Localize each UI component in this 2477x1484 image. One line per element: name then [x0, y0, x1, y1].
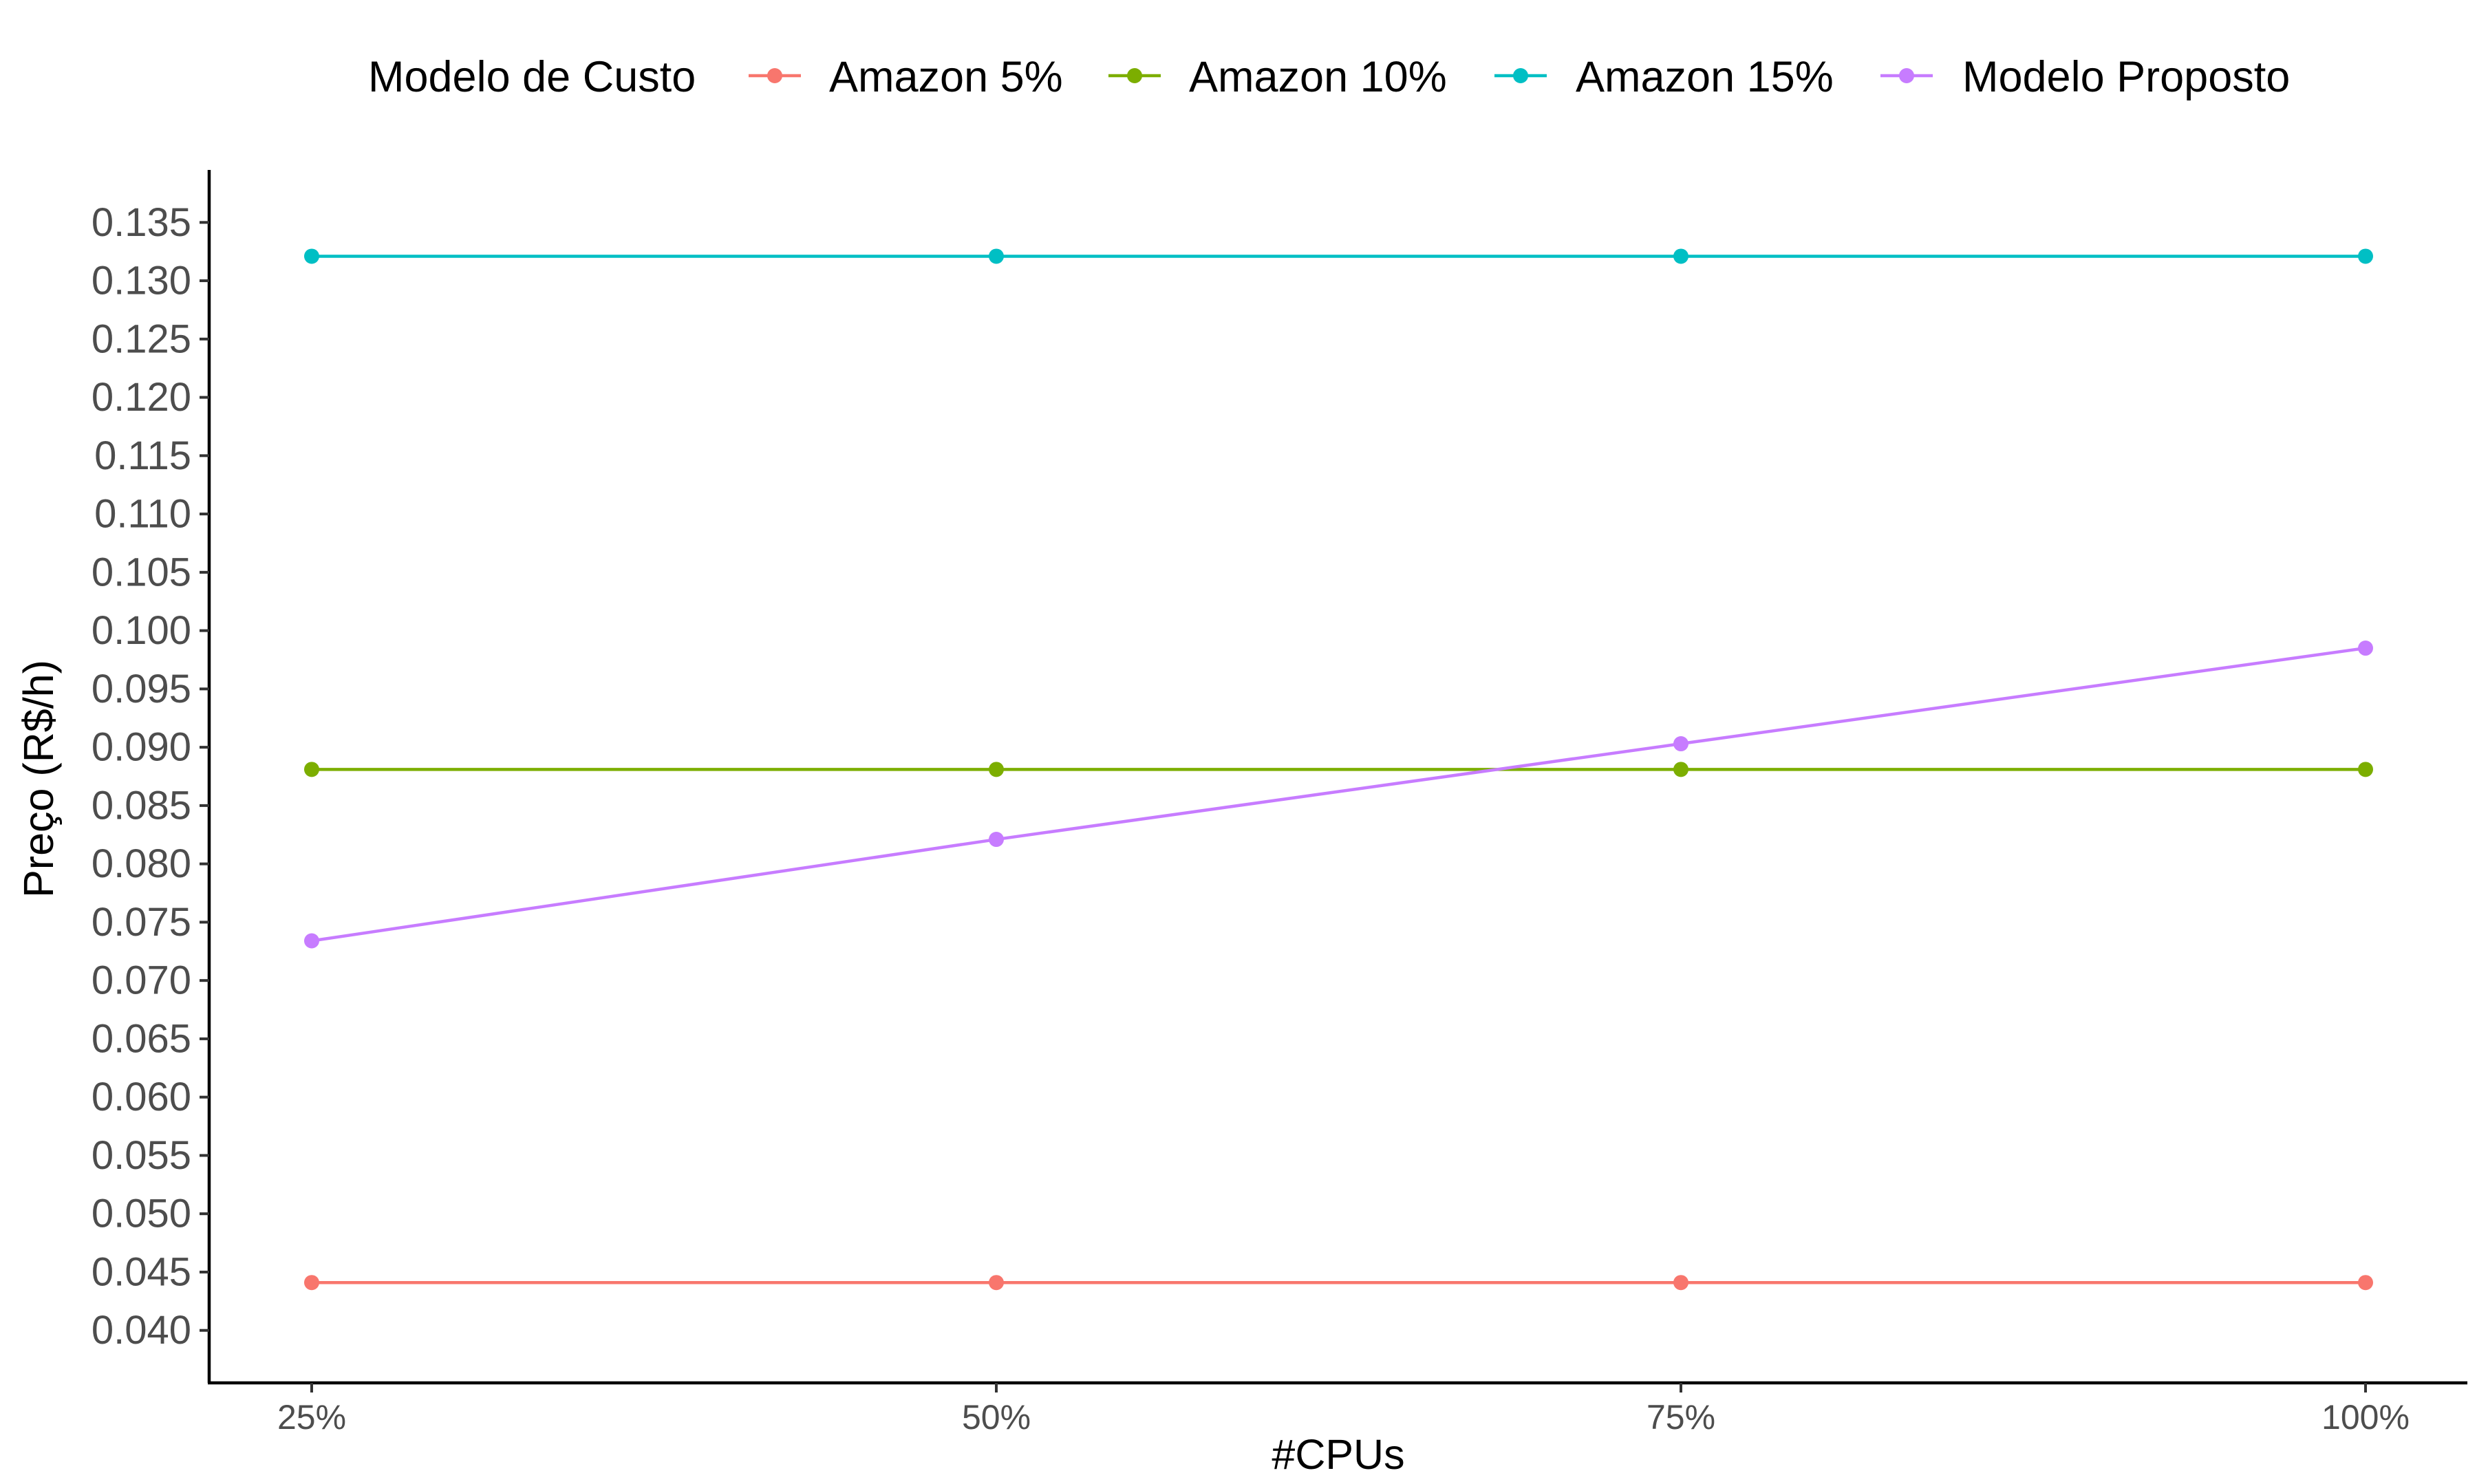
y-tick-label: 0.090	[92, 725, 191, 770]
y-tick-label: 0.075	[92, 900, 191, 945]
data-point	[2358, 1275, 2373, 1291]
y-tick-label: 0.060	[92, 1075, 191, 1119]
legend-title: Modelo de Custo	[368, 53, 696, 101]
legend-key-point	[1513, 68, 1528, 83]
series-points	[304, 248, 2373, 1291]
y-axis-title: Preço (R$/h)	[15, 660, 62, 898]
data-point	[989, 248, 1004, 264]
y-tick-label: 0.120	[92, 375, 191, 420]
legend-label: Amazon 15%	[1576, 53, 1834, 101]
x-tick-label: 100%	[2321, 1398, 2410, 1437]
y-tick-label: 0.115	[94, 433, 191, 478]
x-ticks: 25% 50% 75% 100%	[277, 1383, 2410, 1437]
y-tick-label: 0.125	[92, 316, 191, 361]
legend-key-point	[767, 68, 782, 83]
x-tick-label: 75%	[1647, 1398, 1715, 1437]
y-tick-label: 0.095	[92, 667, 191, 711]
plot-area: 0.040 0.045 0.050 0.055 0.060 0.065 0.070 0.075…	[92, 170, 2467, 1437]
data-point	[989, 1275, 1004, 1291]
data-point	[304, 1275, 319, 1291]
legend-label: Modelo Proposto	[1962, 53, 2290, 101]
y-tick-label: 0.100	[92, 608, 191, 653]
series-lines	[311, 255, 2366, 1284]
legend-label: Amazon 10%	[1189, 53, 1447, 101]
y-tick-label: 0.105	[92, 550, 191, 594]
data-point	[2358, 248, 2373, 264]
x-tick-label: 25%	[277, 1398, 346, 1437]
y-tick-label: 0.045	[92, 1249, 191, 1294]
data-point	[989, 762, 1004, 777]
data-point	[1673, 1275, 1688, 1291]
y-tick-label: 0.070	[92, 958, 191, 1003]
y-tick-label: 0.065	[92, 1016, 191, 1061]
y-ticks: 0.040 0.045 0.050 0.055 0.060 0.065 0.070 0.075…	[92, 200, 209, 1353]
x-tick-label: 50%	[962, 1398, 1031, 1437]
data-point	[2358, 641, 2373, 656]
legend-label: Amazon 5%	[829, 53, 1063, 101]
y-tick-label: 0.080	[92, 841, 191, 886]
y-tick-label: 0.055	[92, 1133, 191, 1178]
data-point	[304, 248, 319, 264]
legend-key-point	[1127, 68, 1142, 83]
y-tick-label: 0.040	[92, 1308, 191, 1353]
data-point	[1673, 248, 1688, 264]
y-tick-label: 0.050	[92, 1192, 191, 1236]
y-tick-label: 0.130	[92, 259, 191, 303]
y-tick-label: 0.085	[92, 783, 191, 828]
y-tick-label: 0.135	[92, 200, 191, 245]
data-point	[2358, 762, 2373, 777]
data-point	[989, 832, 1004, 848]
data-point	[304, 933, 319, 949]
data-point	[1673, 736, 1688, 752]
series-line	[311, 646, 2366, 943]
data-point	[1673, 762, 1688, 777]
data-point	[304, 762, 319, 777]
x-axis-title: #CPUs	[1272, 1431, 1404, 1478]
legend-key-point	[1899, 68, 1914, 83]
legend: Modelo de Custo Amazon 5% Amazon 10% Amazo…	[368, 53, 2290, 101]
y-tick-label: 0.110	[94, 492, 191, 537]
